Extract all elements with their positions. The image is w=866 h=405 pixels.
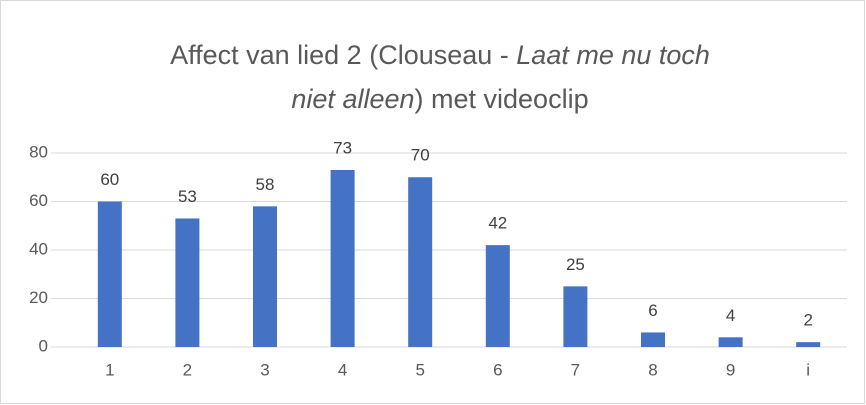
x-tick-label: 2 <box>183 360 192 379</box>
bar <box>253 206 277 347</box>
bar <box>97 201 122 347</box>
data-label: 6 <box>648 301 657 320</box>
y-tick-label: 20 <box>29 288 48 307</box>
title-part: Affect van lied 2 (Clouseau - <box>170 40 516 70</box>
x-tick-label: 9 <box>726 360 735 379</box>
title-part: ) met videoclip <box>415 84 589 114</box>
x-tick-label: 8 <box>648 360 657 379</box>
title-part: niet alleen <box>291 84 414 114</box>
y-tick-label: 40 <box>29 239 48 258</box>
y-tick-label: 60 <box>29 191 48 210</box>
y-tick-label: 0 <box>39 336 48 355</box>
bar <box>485 245 510 347</box>
data-label: 53 <box>178 187 197 206</box>
title-part: Laat me nu toch <box>516 40 710 70</box>
x-tick-label: 7 <box>571 360 580 379</box>
data-label: 25 <box>566 255 585 274</box>
data-label: 70 <box>411 146 430 165</box>
data-label: 58 <box>256 175 275 194</box>
bar <box>563 286 588 347</box>
bar <box>718 337 743 347</box>
chart-title-line: Affect van lied 2 (Clouseau - Laat me nu… <box>170 40 710 70</box>
x-tick-label: 6 <box>493 360 502 379</box>
bar <box>796 342 821 347</box>
x-tick-label: i <box>806 360 810 379</box>
bar <box>408 177 433 347</box>
x-tick-label: 1 <box>105 360 114 379</box>
x-tick-label: 3 <box>260 360 269 379</box>
data-label: 73 <box>333 138 352 157</box>
bar <box>175 218 200 347</box>
y-tick-label: 80 <box>29 142 48 161</box>
data-label: 42 <box>488 214 507 233</box>
bar <box>641 332 665 347</box>
chart-title-line: niet alleen) met videoclip <box>291 84 588 114</box>
x-tick-label: 5 <box>415 360 424 379</box>
data-label: 4 <box>726 306 735 325</box>
data-label: 60 <box>100 170 119 189</box>
data-label: 2 <box>803 311 812 330</box>
x-tick-label: 4 <box>338 360 347 379</box>
bar <box>330 169 355 347</box>
